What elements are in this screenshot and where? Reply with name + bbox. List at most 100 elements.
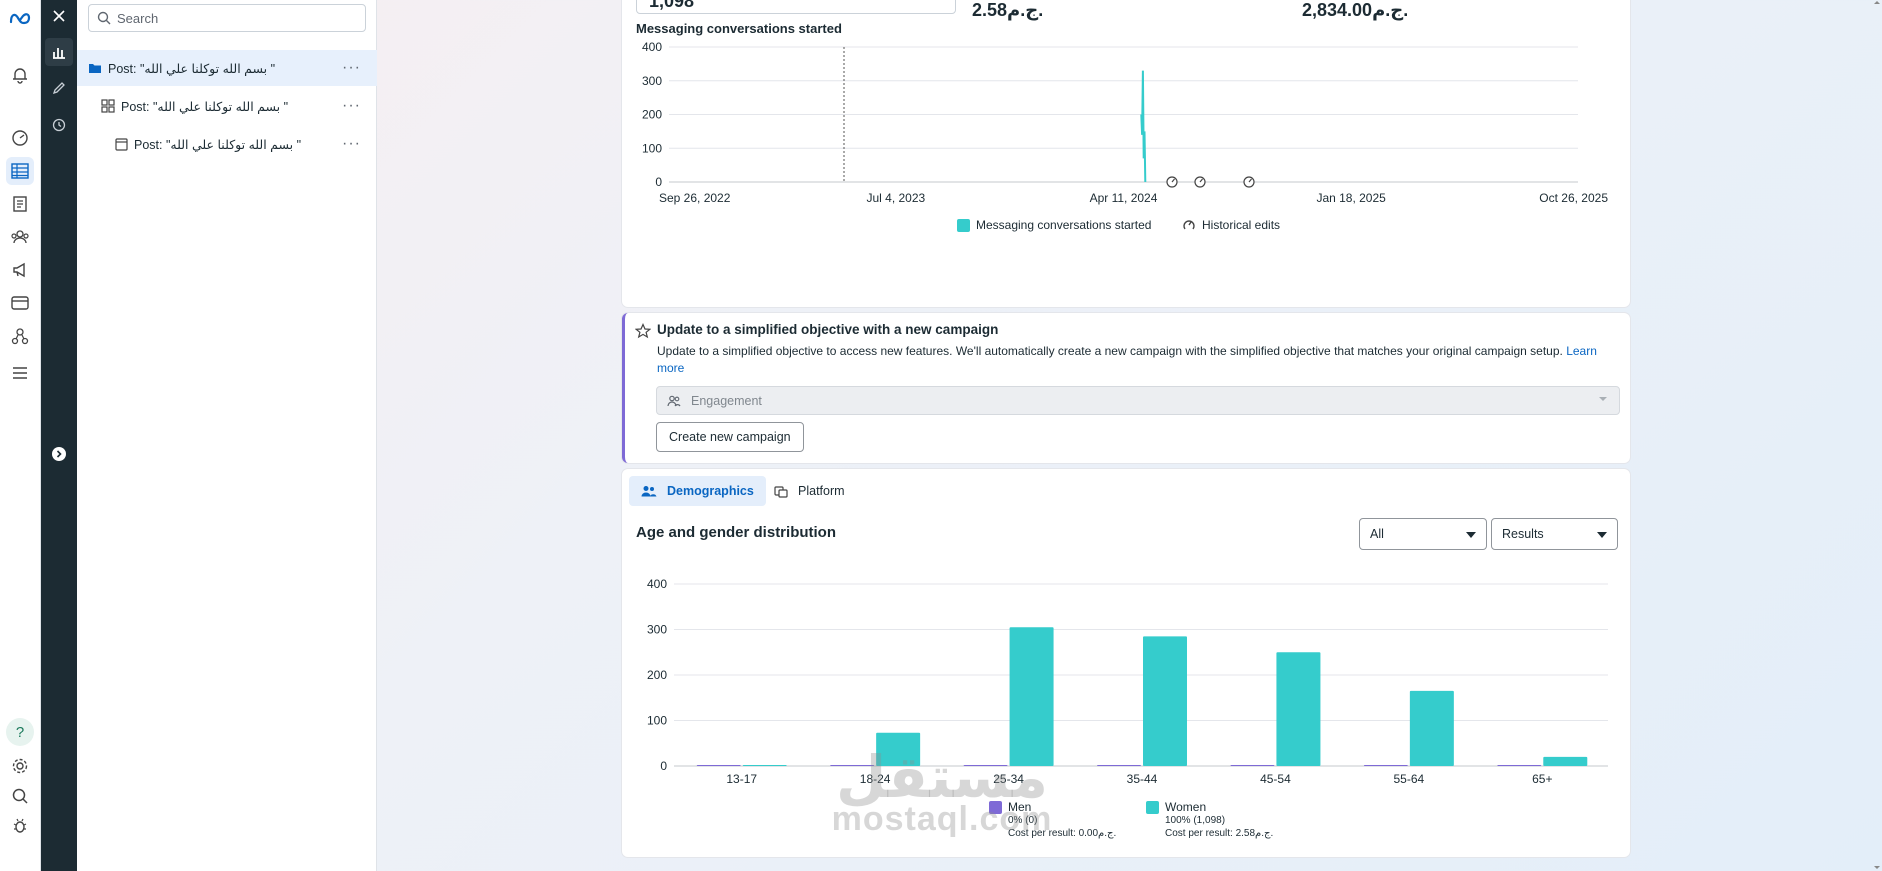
audiences-icon[interactable] (6, 223, 34, 251)
section-title: Age and gender distribution (636, 524, 837, 541)
search-input[interactable] (117, 10, 357, 26)
historical-edit-marker (1243, 176, 1255, 188)
ads-mode-bar (41, 0, 77, 871)
more-options-icon[interactable]: ··· (342, 97, 361, 114)
bar-women (1543, 756, 1588, 766)
age-gender-bar-chart: 400 300 200 100 0 13-17 18-24 25-34 35-44 45-54 55… (647, 577, 1608, 786)
ads-manager-table-icon[interactable] (6, 157, 34, 185)
ad-window-icon (115, 137, 128, 151)
search-icon (97, 11, 111, 25)
bar-women (1009, 627, 1054, 766)
notifications-icon[interactable] (6, 61, 34, 89)
pages-icon[interactable] (6, 190, 34, 218)
y-tick-label: 100 (647, 714, 667, 728)
results-box: 1,098 (636, 0, 956, 14)
x-tick-label: Jan 18, 2025 (1316, 191, 1386, 205)
objective-select[interactable]: Engagement (656, 386, 1620, 415)
help-icon[interactable]: ? (6, 718, 34, 746)
more-options-icon[interactable]: ··· (342, 135, 361, 152)
banner-description: Update to a simplified objective to acce… (657, 343, 1617, 377)
bar-women (1409, 690, 1454, 766)
dashboard-icon[interactable] (6, 124, 34, 152)
x-tick-label: Jul 4, 2023 (866, 191, 925, 205)
expand-panel-icon[interactable] (45, 440, 73, 468)
x-tick-label: Apr 11, 2024 (1090, 191, 1158, 205)
tab-demographics[interactable]: Demographics (629, 476, 766, 506)
campaign-tree-panel: Post: "بسم الله توكلنا علي الله " ··· Po… (77, 0, 377, 871)
chevron-down-icon (1599, 397, 1607, 401)
bar-men (1497, 765, 1542, 766)
grid-icon (101, 99, 115, 113)
tree-item-label: Post: "بسم الله توكلنا علي الله " (108, 61, 276, 76)
x-tick-label: 25-34 (993, 772, 1024, 786)
bar-men (1363, 765, 1408, 766)
banner-desc-text: Update to a simplified objective to acce… (657, 344, 1563, 358)
more-options-icon[interactable]: ··· (342, 59, 361, 76)
legend-label: Men (1008, 800, 1032, 814)
amount-spent-value: 2,834.00ج.م. (1302, 0, 1409, 20)
menu-icon[interactable] (6, 359, 34, 387)
y-tick-label: 0 (655, 175, 662, 189)
caret-down-icon (1597, 532, 1607, 538)
y-tick-label: 300 (642, 74, 662, 88)
x-tick-label: Oct 26, 2025 (1539, 191, 1608, 205)
series-line-messaging (1140, 70, 1147, 183)
breakdown-card: Demographics Platform Age and gender dis… (622, 469, 1630, 857)
page-scrollbar[interactable] (1872, 0, 1882, 871)
bar-men (830, 765, 875, 766)
billing-icon[interactable] (6, 289, 34, 317)
bar-women (876, 732, 921, 766)
cost-per-result-value: 2.58ج.م. (972, 0, 1044, 20)
legend-messaging: Messaging conversations started (957, 218, 1151, 232)
learn-more-link[interactable]: Learn more (657, 344, 1597, 375)
business-tools-icon[interactable] (6, 322, 34, 350)
filter-all-dropdown[interactable]: All (1359, 518, 1487, 550)
close-icon[interactable] (45, 2, 73, 30)
x-tick-label: 65+ (1532, 772, 1552, 786)
dropdown-value: Results (1502, 527, 1544, 541)
dropdown-value: All (1370, 527, 1384, 541)
bar-men (696, 765, 741, 766)
tab-label: Demographics (667, 484, 754, 498)
filter-metric-dropdown[interactable]: Results (1491, 518, 1618, 550)
history-clock-icon[interactable] (45, 111, 73, 139)
meta-logo-icon[interactable] (6, 4, 34, 32)
search-icon[interactable] (6, 782, 34, 810)
tree-item-label: Post: "بسم الله توكلنا علي الله " (134, 137, 302, 152)
settings-gear-icon[interactable] (6, 752, 34, 780)
y-tick-label: 100 (642, 141, 662, 155)
legend-cost: Cost per result: 0.00ج.م. (1008, 828, 1117, 839)
chart-view-icon[interactable] (45, 38, 73, 66)
y-tick-label: 300 (647, 623, 667, 637)
edit-pencil-icon[interactable] (45, 74, 73, 102)
tree-item-label: Post: "بسم الله توكلنا علي الله " (121, 99, 289, 114)
legend-historical-edits: Historical edits (1182, 218, 1280, 232)
objective-value: Engagement (691, 393, 762, 408)
x-tick-label: 55-64 (1394, 772, 1425, 786)
simplified-objective-banner: Update to a simplified objective with a … (622, 313, 1630, 463)
demographics-icon (641, 486, 657, 497)
create-new-campaign-button[interactable]: Create new campaign (656, 422, 804, 452)
legend-cost: Cost per result: 2.58ج.م. (1165, 828, 1274, 839)
bug-report-icon[interactable] (6, 812, 34, 840)
tab-label: Platform (798, 484, 845, 498)
bar-women (742, 765, 787, 766)
messaging-line-chart: 400 300 200 100 0 Sep 26, 2022 Jul 4, 2023 Apr … (642, 40, 1608, 205)
bar-women (1276, 652, 1321, 766)
historical-edit-marker (1166, 176, 1178, 188)
legend-label: Historical edits (1202, 218, 1281, 232)
tab-platform[interactable]: Platform (762, 476, 857, 506)
search-box[interactable] (88, 4, 366, 32)
messaging-chart-card: 1,098 2.58ج.م. 2,834.00ج.م. Messaging co… (622, 0, 1630, 307)
folder-icon (89, 64, 101, 73)
legend-men: Men 0% (0) Cost per result: 0.00ج.م. (989, 800, 1116, 840)
tree-item-adset[interactable]: Post: "بسم الله توكلنا علي الله " ··· (77, 88, 377, 124)
y-tick-label: 200 (647, 668, 667, 682)
megaphone-icon[interactable] (6, 256, 34, 284)
historical-edit-marker (1194, 176, 1206, 188)
tree-item-ad[interactable]: Post: "بسم الله توكلنا علي الله " ··· (77, 126, 377, 162)
platform-icon (774, 486, 788, 498)
legend-share: 100% (1,098) (1165, 815, 1226, 826)
legend-label: Women (1165, 800, 1207, 814)
tree-item-campaign[interactable]: Post: "بسم الله توكلنا علي الله " ··· (77, 50, 377, 86)
